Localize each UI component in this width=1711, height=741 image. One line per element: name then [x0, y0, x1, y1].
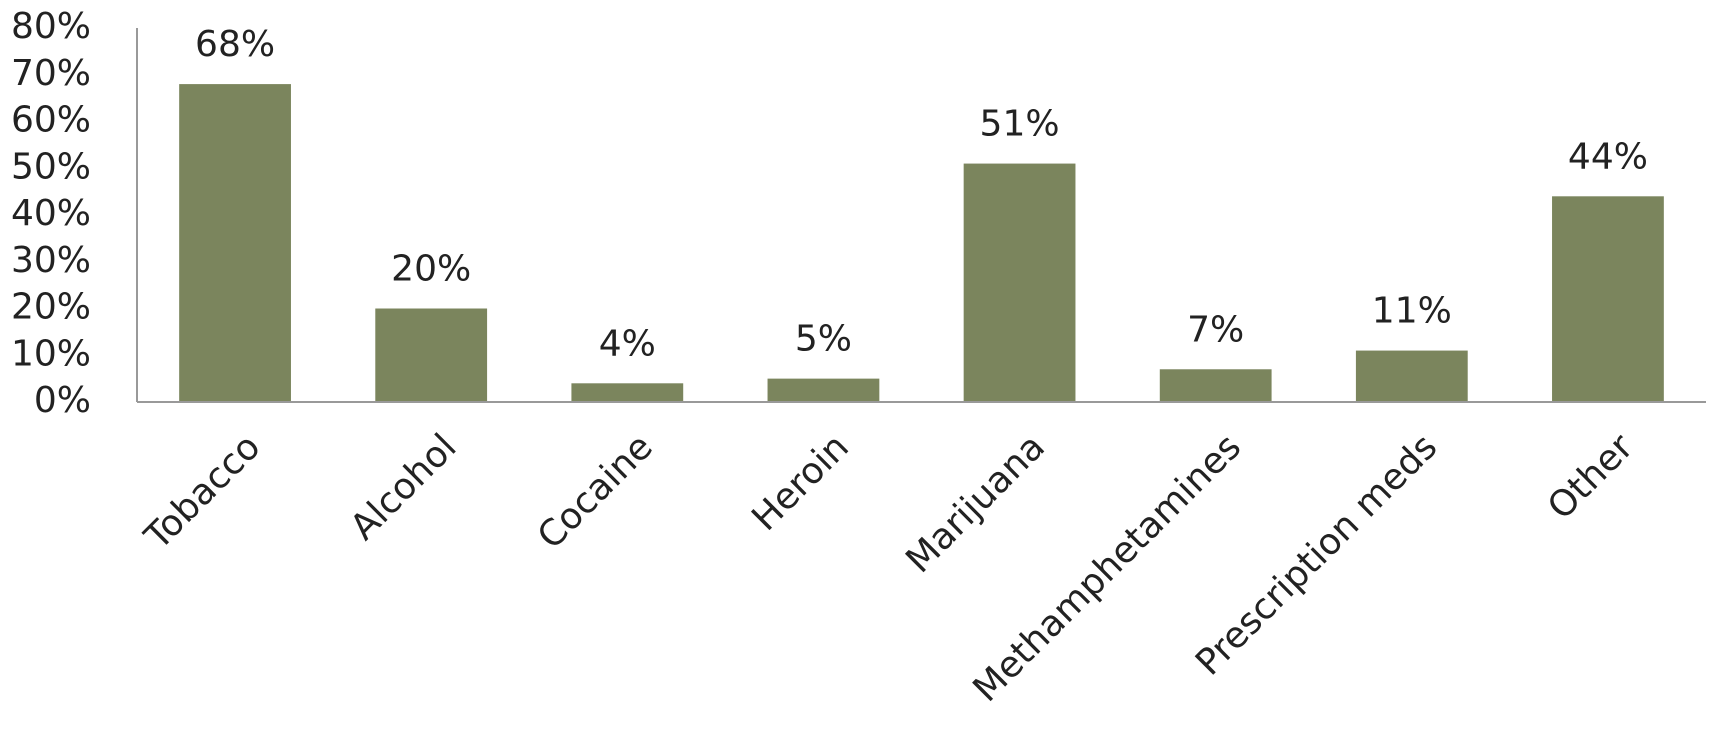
data-label: 11%: [1372, 291, 1452, 332]
y-tick-label: 40%: [11, 193, 91, 234]
x-tick-label: Heroin: [744, 426, 856, 538]
x-tick-label: Other: [1540, 426, 1641, 527]
y-tick-label: 50%: [11, 146, 91, 187]
bar: [963, 163, 1076, 402]
bar: [179, 84, 291, 402]
x-tick-label: Cocaine: [530, 426, 661, 557]
y-tick-label: 0%: [34, 380, 91, 421]
y-tick-label: 30%: [11, 240, 91, 281]
y-tick-label: 60%: [11, 100, 91, 141]
bar: [1355, 350, 1468, 402]
x-tick-label: Tobacco: [137, 426, 269, 558]
bar: [1159, 369, 1272, 402]
data-label: 44%: [1568, 136, 1648, 177]
data-label: 51%: [980, 104, 1060, 145]
data-label: 5%: [795, 319, 852, 360]
x-tick-label: Marijuana: [898, 426, 1053, 581]
data-label: 7%: [1187, 309, 1244, 350]
bar: [571, 383, 684, 402]
data-label: 20%: [391, 249, 471, 290]
bar: [375, 308, 488, 402]
x-tick-label: Alcohol: [343, 426, 465, 548]
bar: [767, 378, 880, 402]
y-tick-label: 80%: [11, 6, 91, 47]
bar: [1552, 196, 1664, 402]
y-tick-label: 20%: [11, 287, 91, 328]
data-label: 68%: [195, 24, 275, 65]
y-tick-label: 10%: [11, 333, 91, 374]
data-label: 4%: [599, 323, 656, 364]
y-tick-label: 70%: [11, 53, 91, 94]
